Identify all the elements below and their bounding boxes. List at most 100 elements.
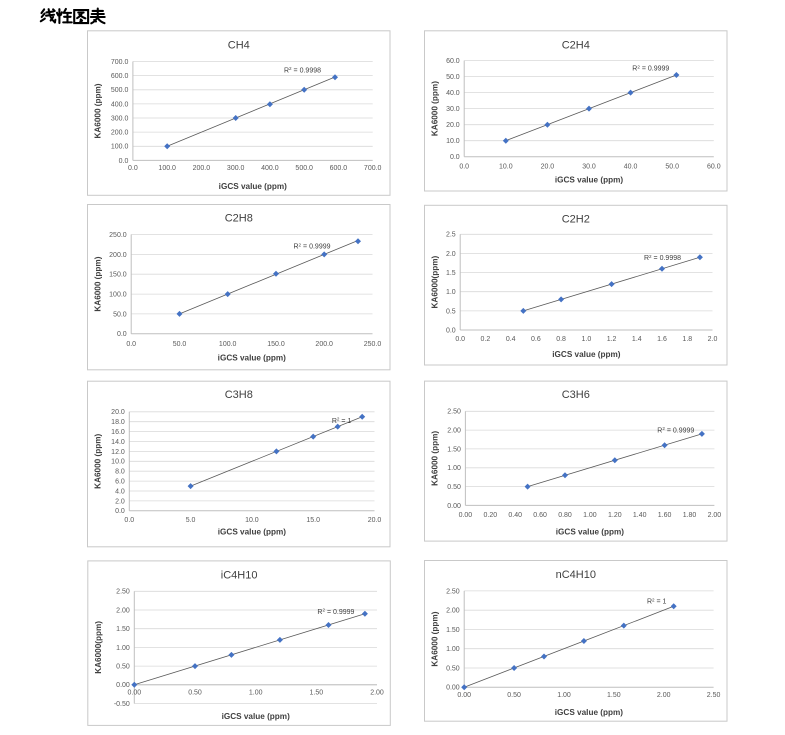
- svg-text:2.50: 2.50: [446, 588, 460, 595]
- svg-text:KA6000 (ppm): KA6000 (ppm): [431, 81, 440, 136]
- svg-text:100.0: 100.0: [158, 165, 176, 172]
- svg-text:14.0: 14.0: [111, 439, 125, 446]
- svg-text:-0.50: -0.50: [114, 701, 130, 708]
- svg-text:0.0: 0.0: [117, 331, 127, 338]
- svg-text:R2 = 0.9999: R2 = 0.9999: [632, 64, 669, 72]
- svg-text:40.0: 40.0: [446, 90, 460, 97]
- svg-text:2.00: 2.00: [446, 608, 460, 615]
- svg-text:8.0: 8.0: [115, 469, 125, 476]
- svg-text:R2 = 1: R2 = 1: [647, 597, 667, 605]
- svg-text:1.5: 1.5: [446, 270, 456, 277]
- svg-text:500.0: 500.0: [111, 87, 129, 94]
- svg-text:10.0: 10.0: [111, 459, 125, 466]
- svg-text:250.0: 250.0: [364, 341, 382, 348]
- svg-text:R2 = 0.9999: R2 = 0.9999: [317, 608, 354, 616]
- svg-text:C2H4: C2H4: [562, 39, 590, 51]
- svg-text:C2H8: C2H8: [225, 213, 253, 225]
- svg-text:600.0: 600.0: [111, 73, 129, 80]
- svg-text:0.6: 0.6: [531, 336, 541, 343]
- svg-text:0.2: 0.2: [481, 336, 491, 343]
- svg-text:200.0: 200.0: [109, 252, 127, 259]
- svg-text:2.0: 2.0: [708, 336, 718, 343]
- svg-text:1.50: 1.50: [447, 446, 461, 453]
- svg-text:iGCS value (ppm): iGCS value (ppm): [555, 175, 624, 184]
- svg-text:KA6000(ppm): KA6000(ppm): [431, 255, 440, 308]
- svg-text:20.0: 20.0: [368, 517, 382, 524]
- svg-text:6.0: 6.0: [115, 479, 125, 486]
- svg-text:0.0: 0.0: [124, 517, 134, 524]
- svg-text:2.5: 2.5: [446, 232, 456, 239]
- svg-text:10.0: 10.0: [245, 517, 259, 524]
- svg-text:2.0: 2.0: [446, 251, 456, 258]
- svg-text:nC4H10: nC4H10: [556, 569, 596, 581]
- svg-text:2.50: 2.50: [116, 589, 130, 596]
- svg-text:0.50: 0.50: [507, 692, 521, 699]
- svg-text:2.00: 2.00: [708, 512, 722, 519]
- svg-text:4.0: 4.0: [115, 488, 125, 495]
- svg-text:200.0: 200.0: [111, 130, 129, 137]
- svg-text:600.0: 600.0: [330, 165, 348, 172]
- svg-text:250.0: 250.0: [109, 232, 127, 239]
- svg-text:R2 = 0.9999: R2 = 0.9999: [293, 242, 330, 250]
- svg-text:KA6000 (ppm): KA6000 (ppm): [94, 434, 103, 489]
- svg-text:20.0: 20.0: [446, 122, 460, 129]
- svg-text:KA6000 (ppm): KA6000 (ppm): [94, 83, 103, 138]
- svg-text:0.00: 0.00: [127, 690, 141, 697]
- svg-text:1.4: 1.4: [632, 336, 642, 343]
- svg-text:1.20: 1.20: [608, 512, 622, 519]
- svg-text:0.40: 0.40: [508, 512, 522, 519]
- svg-text:C3H6: C3H6: [562, 389, 590, 401]
- svg-text:1.00: 1.00: [116, 645, 130, 652]
- svg-text:2.50: 2.50: [447, 409, 461, 416]
- svg-text:iC4H10: iC4H10: [221, 569, 258, 581]
- svg-text:40.0: 40.0: [624, 163, 638, 170]
- svg-text:CH4: CH4: [228, 40, 250, 52]
- svg-text:C3H8: C3H8: [225, 389, 253, 401]
- svg-text:0.0: 0.0: [119, 158, 129, 165]
- svg-text:200.0: 200.0: [315, 341, 333, 348]
- svg-text:1.60: 1.60: [658, 512, 672, 519]
- svg-text:iGCS value (ppm): iGCS value (ppm): [556, 528, 625, 537]
- svg-text:R2 = 0.9999: R2 = 0.9999: [657, 426, 694, 434]
- svg-text:0.00: 0.00: [116, 682, 130, 689]
- svg-text:0.50: 0.50: [188, 690, 202, 697]
- svg-text:50.0: 50.0: [446, 74, 460, 81]
- svg-text:iGCS value (ppm): iGCS value (ppm): [552, 350, 621, 359]
- svg-text:20.0: 20.0: [111, 409, 125, 416]
- svg-text:2.00: 2.00: [657, 692, 671, 699]
- svg-text:0.8: 0.8: [556, 336, 566, 343]
- svg-text:0.4: 0.4: [506, 336, 516, 343]
- svg-text:0.60: 0.60: [533, 512, 547, 519]
- svg-text:1.2: 1.2: [607, 336, 617, 343]
- svg-text:1.8: 1.8: [682, 336, 692, 343]
- svg-text:0.50: 0.50: [447, 484, 461, 491]
- svg-text:0.00: 0.00: [459, 512, 473, 519]
- svg-text:18.0: 18.0: [111, 419, 125, 426]
- svg-text:0.00: 0.00: [446, 685, 460, 692]
- svg-text:50.0: 50.0: [665, 163, 679, 170]
- svg-text:0.0: 0.0: [115, 508, 125, 515]
- svg-text:1.00: 1.00: [249, 690, 263, 697]
- svg-text:1.40: 1.40: [633, 512, 647, 519]
- svg-text:1.0: 1.0: [582, 336, 592, 343]
- svg-text:1.00: 1.00: [446, 646, 460, 653]
- svg-text:20.0: 20.0: [541, 163, 555, 170]
- svg-text:C2H2: C2H2: [562, 213, 590, 225]
- svg-text:1.00: 1.00: [583, 512, 597, 519]
- svg-text:0.0: 0.0: [459, 163, 469, 170]
- svg-text:2.0: 2.0: [115, 498, 125, 505]
- svg-text:500.0: 500.0: [295, 165, 313, 172]
- svg-text:30.0: 30.0: [582, 163, 596, 170]
- svg-text:0.00: 0.00: [457, 692, 471, 699]
- svg-text:KA6000 (ppm): KA6000 (ppm): [94, 256, 103, 311]
- svg-text:KA6000(ppm): KA6000(ppm): [94, 621, 103, 674]
- svg-text:0.50: 0.50: [116, 664, 130, 671]
- svg-text:1.50: 1.50: [607, 692, 621, 699]
- svg-text:700.0: 700.0: [364, 165, 382, 172]
- svg-text:1.00: 1.00: [447, 465, 461, 472]
- svg-text:iGCS value (ppm): iGCS value (ppm): [218, 528, 287, 537]
- svg-text:2.00: 2.00: [116, 607, 130, 614]
- svg-text:0.0: 0.0: [128, 165, 138, 172]
- svg-text:100.0: 100.0: [111, 144, 129, 151]
- svg-text:300.0: 300.0: [227, 165, 245, 172]
